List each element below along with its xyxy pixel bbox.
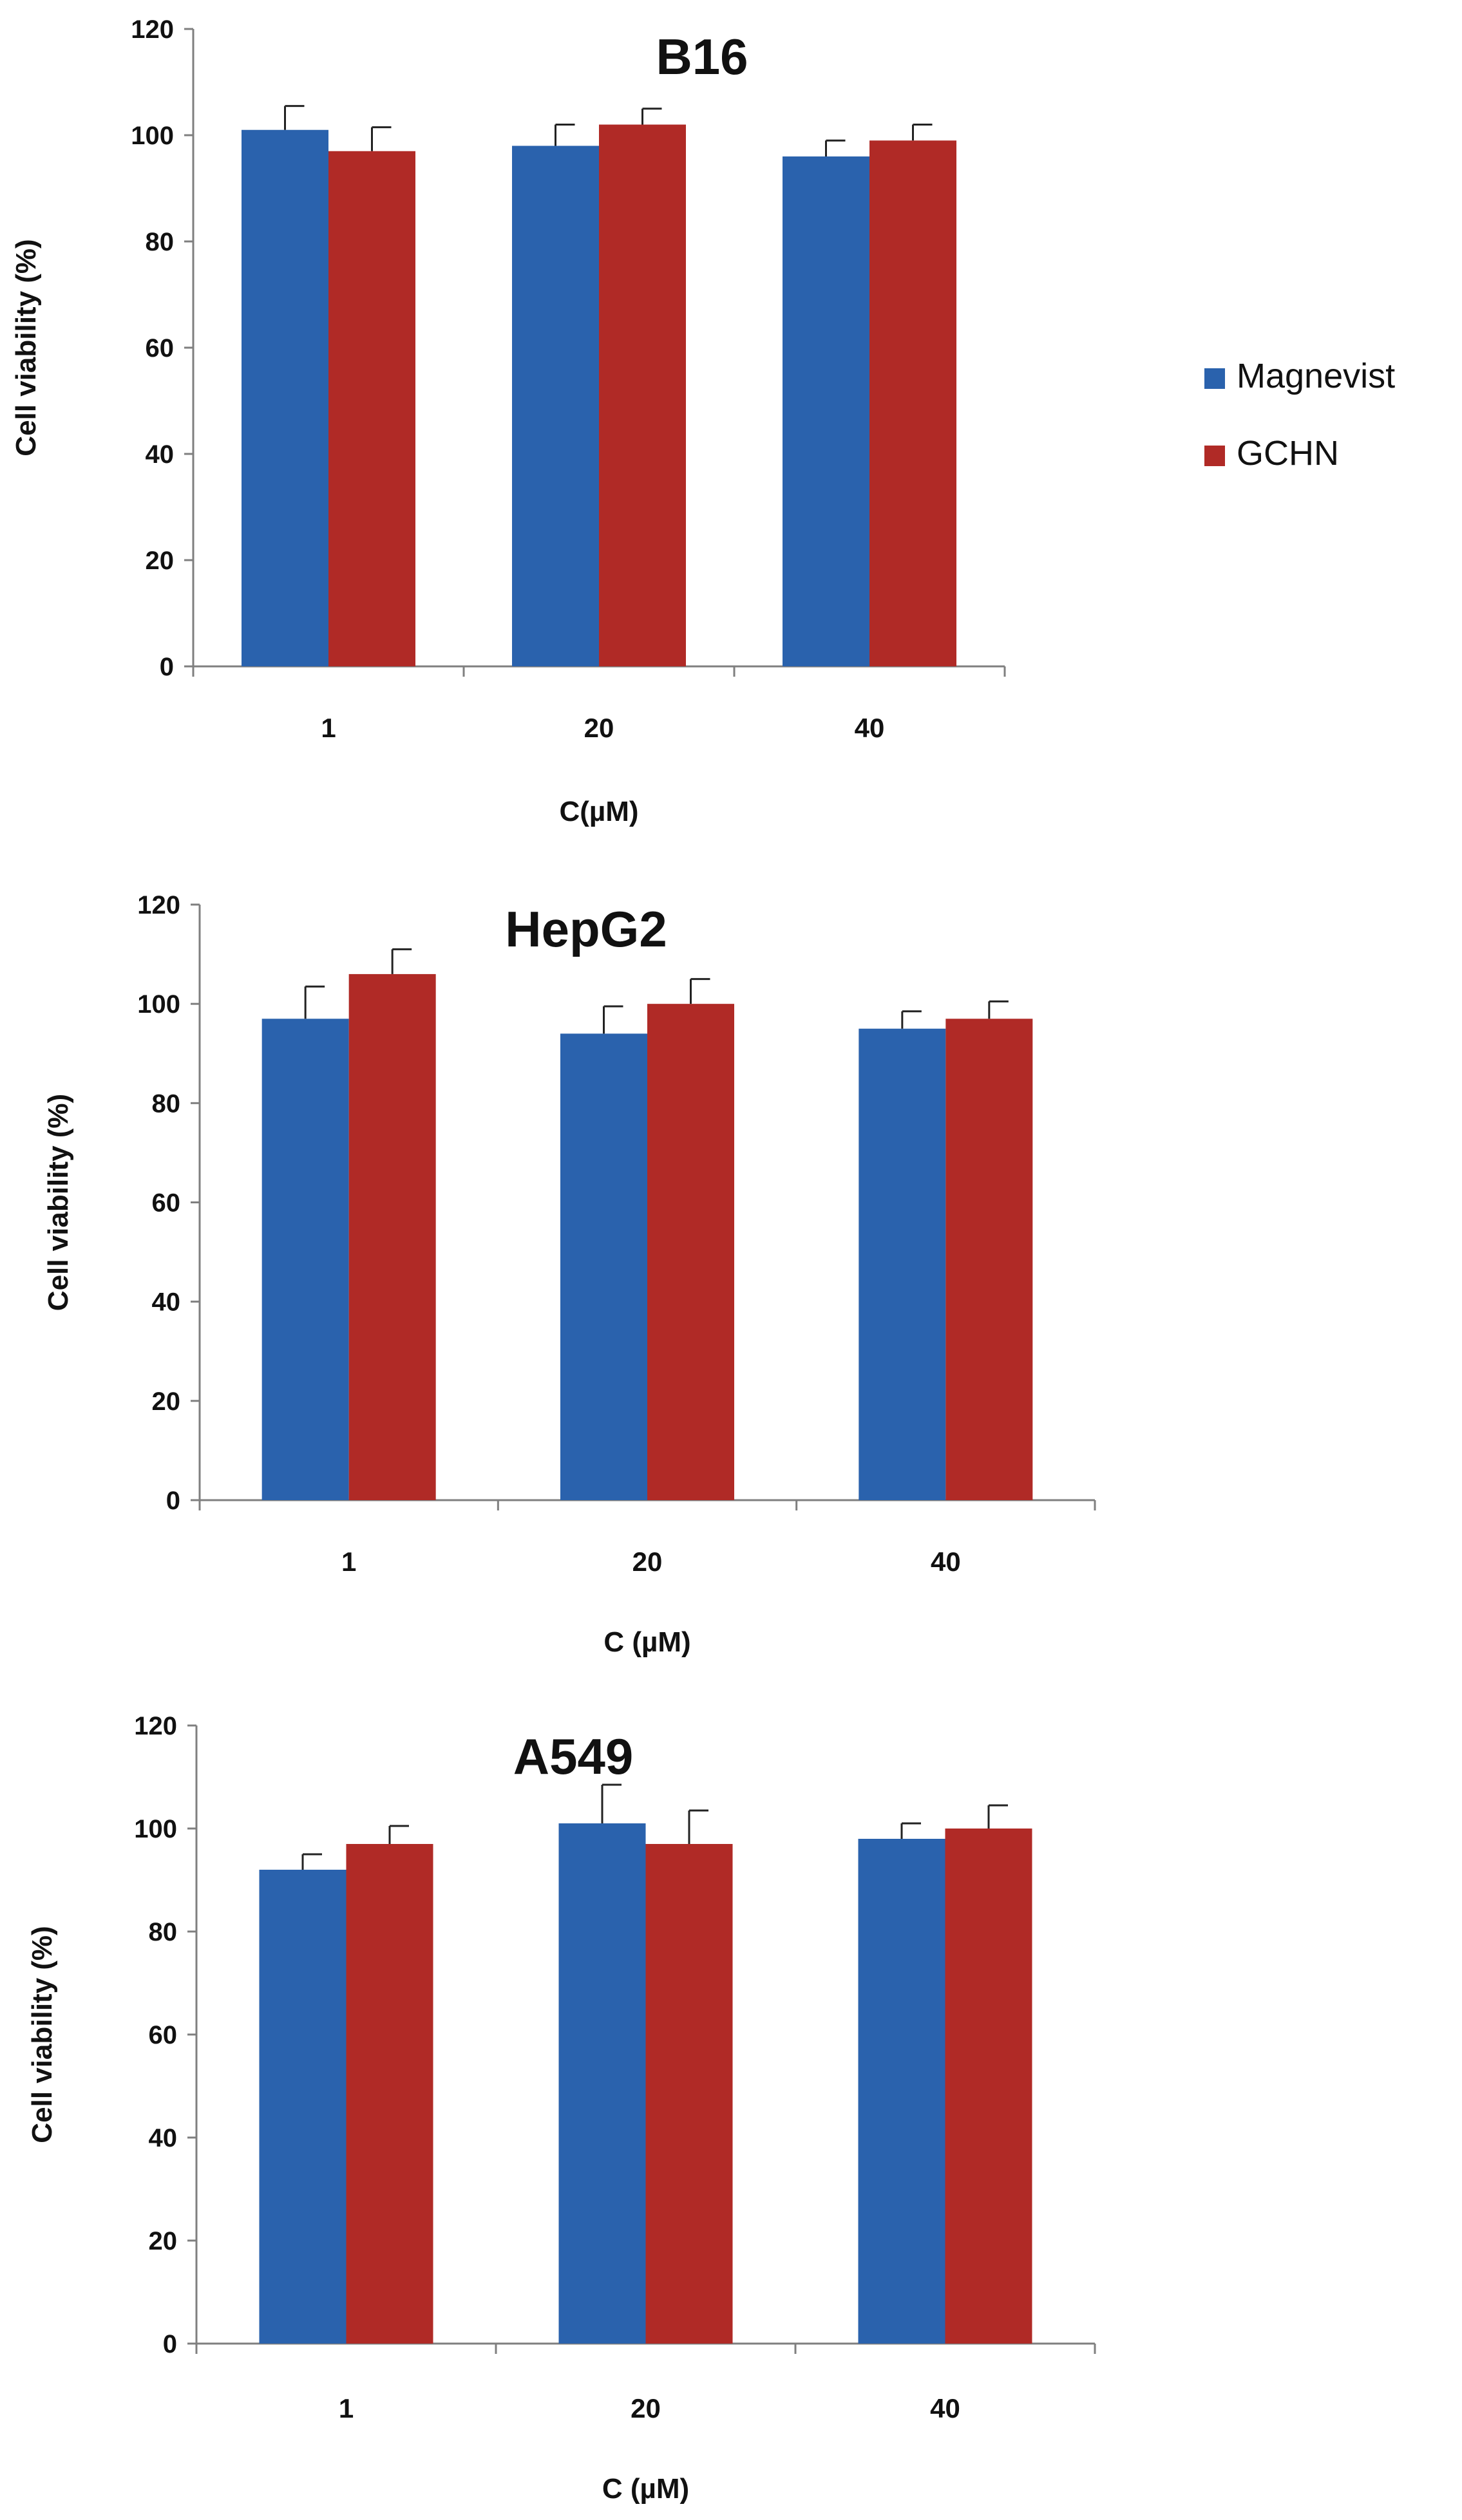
y-tick-label: 40	[146, 440, 175, 469]
x-category-label: 1	[321, 713, 336, 743]
y-tick-label: 0	[166, 1487, 180, 1515]
legend: Magnevist GCHN	[1204, 357, 1395, 473]
x-category-label: 20	[584, 713, 614, 743]
y-tick-label: 0	[160, 653, 174, 681]
bar-gchn-1	[346, 1844, 433, 2344]
x-axis-label: C (µM)	[602, 2473, 689, 2505]
legend-label-gchn: GCHN	[1237, 434, 1339, 473]
y-tick-label: 40	[149, 2124, 178, 2152]
x-axis-label: C(µM)	[559, 796, 638, 827]
x-category-label: 40	[930, 2393, 960, 2423]
x-category-label: 40	[855, 713, 885, 743]
legend-swatch-magnevist	[1204, 368, 1225, 389]
y-tick-label: 20	[152, 1387, 181, 1416]
y-tick-label: 20	[146, 547, 175, 575]
x-category-label: 1	[339, 2393, 354, 2423]
y-tick-label: 80	[146, 228, 175, 256]
y-tick-label: 60	[146, 334, 175, 362]
bar-gchn-40	[945, 1829, 1032, 2344]
bar-magnevist-40	[859, 1028, 946, 1500]
y-tick-label: 100	[131, 122, 174, 150]
bar-magnevist-1	[259, 1870, 347, 2344]
y-tick-label: 80	[149, 1918, 178, 1946]
bar-magnevist-20	[558, 1823, 646, 2344]
chart-title: B16	[656, 28, 748, 85]
legend-label-magnevist: Magnevist	[1237, 357, 1395, 395]
bar-gchn-1	[348, 973, 436, 1500]
x-axis-label: C (µM)	[603, 1626, 690, 1658]
y-tick-label: 80	[152, 1089, 181, 1118]
y-axis-label: Cell viability (%)	[43, 1094, 74, 1311]
chart-title: HepG2	[505, 901, 667, 957]
y-tick-label: 100	[137, 990, 180, 1019]
y-tick-label: 120	[131, 15, 174, 44]
x-category-label: 1	[341, 1547, 356, 1577]
y-tick-label: 0	[163, 2330, 177, 2358]
bar-magnevist-20	[512, 146, 599, 666]
y-axis-label: Cell viability (%)	[10, 239, 42, 456]
bar-gchn-20	[647, 1004, 734, 1500]
y-tick-label: 120	[134, 1712, 177, 1740]
bar-magnevist-40	[783, 156, 869, 666]
bar-gchn-20	[599, 124, 686, 666]
y-tick-label: 120	[137, 891, 180, 919]
bar-magnevist-20	[560, 1033, 647, 1500]
y-tick-label: 20	[149, 2227, 178, 2255]
legend-swatch-gchn	[1204, 446, 1225, 466]
y-axis-label: Cell viability (%)	[26, 1926, 58, 2143]
bar-gchn-40	[945, 1019, 1033, 1500]
bar-magnevist-1	[261, 1019, 349, 1500]
y-tick-label: 40	[152, 1288, 181, 1317]
bar-gchn-1	[328, 151, 415, 666]
y-tick-label: 100	[134, 1815, 177, 1843]
bar-gchn-40	[869, 140, 956, 666]
x-category-label: 40	[931, 1547, 961, 1577]
x-category-label: 20	[631, 2393, 661, 2423]
bar-magnevist-1	[242, 129, 328, 666]
y-tick-label: 60	[149, 2021, 178, 2049]
x-category-label: 20	[632, 1547, 663, 1577]
y-tick-label: 60	[152, 1189, 181, 1218]
chart-title: A549	[513, 1728, 633, 1785]
bar-magnevist-40	[858, 1839, 945, 2344]
bar-gchn-20	[645, 1844, 733, 2344]
